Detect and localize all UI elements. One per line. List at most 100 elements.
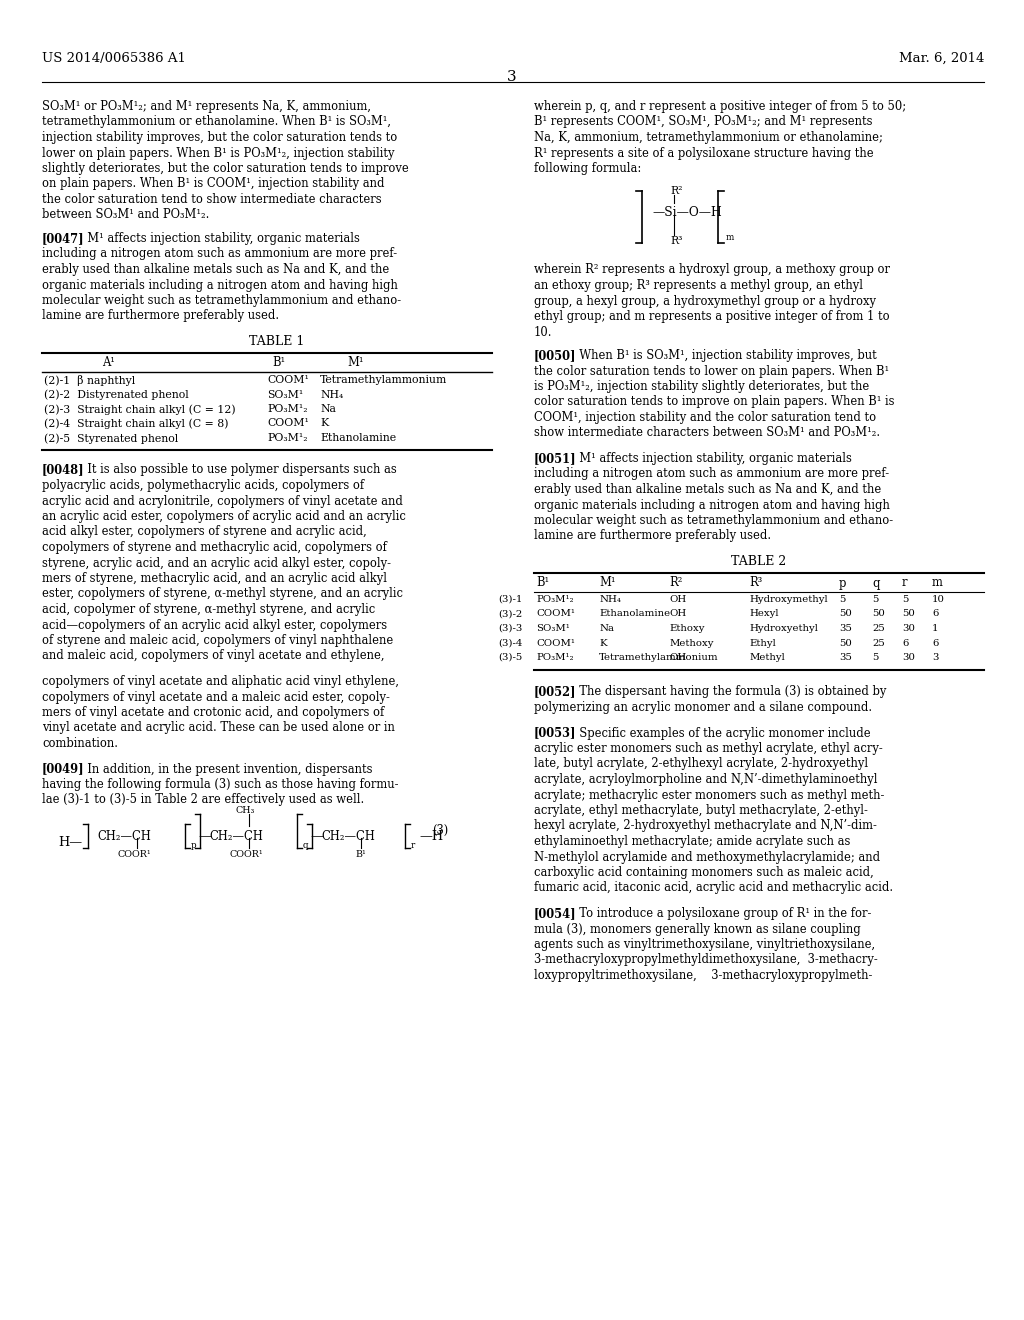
- Text: 35: 35: [839, 624, 852, 634]
- Text: Methoxy: Methoxy: [669, 639, 714, 648]
- Text: 25: 25: [872, 624, 885, 634]
- Text: vinyl acetate and acrylic acid. These can be used alone or in: vinyl acetate and acrylic acid. These ca…: [42, 722, 395, 734]
- Text: organic materials including a nitrogen atom and having high: organic materials including a nitrogen a…: [42, 279, 398, 292]
- Text: r: r: [902, 577, 907, 590]
- Text: and maleic acid, copolymers of vinyl acetate and ethylene,: and maleic acid, copolymers of vinyl ace…: [42, 649, 384, 663]
- Text: OH: OH: [669, 653, 686, 663]
- Text: copolymers of styrene and methacrylic acid, copolymers of: copolymers of styrene and methacrylic ac…: [42, 541, 387, 554]
- Text: (2)-2  Distyrenated phenol: (2)-2 Distyrenated phenol: [44, 389, 188, 400]
- Text: N-methylol acrylamide and methoxymethylacrylamide; and: N-methylol acrylamide and methoxymethyla…: [534, 850, 880, 863]
- Text: loxypropyltrimethoxysilane,    3-methacryloxypropylmeth-: loxypropyltrimethoxysilane, 3-methacrylo…: [534, 969, 872, 982]
- Text: Na, K, ammonium, tetramethylammonium or ethanolamine;: Na, K, ammonium, tetramethylammonium or …: [534, 131, 883, 144]
- Text: (3): (3): [432, 824, 449, 837]
- Text: Mar. 6, 2014: Mar. 6, 2014: [899, 51, 984, 65]
- Text: COOR¹: COOR¹: [229, 850, 262, 859]
- Text: COOR¹: COOR¹: [117, 850, 151, 859]
- Text: COOM¹, injection stability and the color saturation tend to: COOM¹, injection stability and the color…: [534, 411, 877, 424]
- Text: (2)-1  β naphthyl: (2)-1 β naphthyl: [44, 375, 135, 385]
- Text: acid alkyl ester, copolymers of styrene and acrylic acid,: acid alkyl ester, copolymers of styrene …: [42, 525, 367, 539]
- Text: ester, copolymers of styrene, α-methyl styrene, and an acrylic: ester, copolymers of styrene, α-methyl s…: [42, 587, 403, 601]
- Text: PO₃M¹₂: PO₃M¹₂: [536, 595, 573, 605]
- Text: having the following formula (3) such as those having formu-: having the following formula (3) such as…: [42, 777, 398, 791]
- Text: an acrylic acid ester, copolymers of acrylic acid and an acrylic: an acrylic acid ester, copolymers of acr…: [42, 510, 406, 523]
- Text: 10.: 10.: [534, 326, 553, 338]
- Text: NH₄: NH₄: [599, 595, 621, 605]
- Text: 50: 50: [839, 610, 852, 619]
- Text: Specific examples of the acrylic monomer include: Specific examples of the acrylic monomer…: [572, 726, 870, 739]
- Text: R²: R²: [670, 186, 683, 195]
- Text: Tetramethylammonium: Tetramethylammonium: [599, 653, 719, 663]
- Text: erably used than alkaline metals such as Na and K, and the: erably used than alkaline metals such as…: [534, 483, 882, 496]
- Text: acrylate; methacrylic ester monomers such as methyl meth-: acrylate; methacrylic ester monomers suc…: [534, 788, 885, 801]
- Text: acrylate, ethyl methacrylate, butyl methacrylate, 2-ethyl-: acrylate, ethyl methacrylate, butyl meth…: [534, 804, 868, 817]
- Text: injection stability improves, but the color saturation tends to: injection stability improves, but the co…: [42, 131, 397, 144]
- Text: lower on plain papers. When B¹ is PO₃M¹₂, injection stability: lower on plain papers. When B¹ is PO₃M¹₂…: [42, 147, 394, 160]
- Text: K: K: [319, 418, 329, 429]
- Text: Ethoxy: Ethoxy: [669, 624, 705, 634]
- Text: (3)-1: (3)-1: [498, 595, 522, 605]
- Text: 5: 5: [872, 595, 879, 605]
- Text: including a nitrogen atom such as ammonium are more pref-: including a nitrogen atom such as ammoni…: [534, 467, 889, 480]
- Text: erably used than alkaline metals such as Na and K, and the: erably used than alkaline metals such as…: [42, 263, 389, 276]
- Text: 6: 6: [932, 639, 938, 648]
- Text: wherein R² represents a hydroxyl group, a methoxy group or: wherein R² represents a hydroxyl group, …: [534, 264, 890, 276]
- Text: It is also possible to use polymer dispersants such as: It is also possible to use polymer dispe…: [80, 463, 396, 477]
- Text: M¹ affects injection stability, organic materials: M¹ affects injection stability, organic …: [80, 232, 359, 246]
- Text: When B¹ is SO₃M¹, injection stability improves, but: When B¹ is SO₃M¹, injection stability im…: [572, 348, 877, 362]
- Text: between SO₃M¹ and PO₃M¹₂.: between SO₃M¹ and PO₃M¹₂.: [42, 209, 209, 222]
- Text: group, a hexyl group, a hydroxymethyl group or a hydroxy: group, a hexyl group, a hydroxymethyl gr…: [534, 294, 876, 308]
- Text: wherein p, q, and r represent a positive integer of from 5 to 50;: wherein p, q, and r represent a positive…: [534, 100, 906, 114]
- Text: acrylate, acryloylmorpholine and N,N’-dimethylaminoethyl: acrylate, acryloylmorpholine and N,N’-di…: [534, 774, 878, 785]
- Text: (3)-2: (3)-2: [498, 610, 522, 619]
- Text: K: K: [599, 639, 606, 648]
- Text: mers of styrene, methacrylic acid, and an acrylic acid alkyl: mers of styrene, methacrylic acid, and a…: [42, 572, 387, 585]
- Text: slightly deteriorates, but the color saturation tends to improve: slightly deteriorates, but the color sat…: [42, 162, 409, 176]
- Text: The dispersant having the formula (3) is obtained by: The dispersant having the formula (3) is…: [572, 685, 887, 698]
- Text: 50: 50: [902, 610, 914, 619]
- Text: acrylic acid and acrylonitrile, copolymers of vinyl acetate and: acrylic acid and acrylonitrile, copolyme…: [42, 495, 402, 507]
- Text: carboxylic acid containing monomers such as maleic acid,: carboxylic acid containing monomers such…: [534, 866, 873, 879]
- Text: copolymers of vinyl acetate and a maleic acid ester, copoly-: copolymers of vinyl acetate and a maleic…: [42, 690, 390, 704]
- Text: COOM¹: COOM¹: [267, 375, 309, 385]
- Text: [0048]: [0048]: [42, 463, 85, 477]
- Text: R²: R²: [669, 577, 682, 590]
- Text: Methyl: Methyl: [749, 653, 784, 663]
- Text: [0047]: [0047]: [42, 232, 85, 246]
- Text: TABLE 1: TABLE 1: [249, 335, 305, 348]
- Text: 50: 50: [872, 610, 885, 619]
- Text: 6: 6: [902, 639, 908, 648]
- Text: (3)-3: (3)-3: [498, 624, 522, 634]
- Text: p: p: [191, 841, 197, 850]
- Text: q: q: [303, 841, 308, 850]
- Text: 10: 10: [932, 595, 945, 605]
- Text: OH: OH: [669, 595, 686, 605]
- Text: 35: 35: [839, 653, 852, 663]
- Text: organic materials including a nitrogen atom and having high: organic materials including a nitrogen a…: [534, 499, 890, 511]
- Text: m: m: [726, 232, 734, 242]
- Text: color saturation tends to improve on plain papers. When B¹ is: color saturation tends to improve on pla…: [534, 396, 895, 408]
- Text: To introduce a polysiloxane group of R¹ in the for-: To introduce a polysiloxane group of R¹ …: [572, 907, 871, 920]
- Text: mula (3), monomers generally known as silane coupling: mula (3), monomers generally known as si…: [534, 923, 861, 936]
- Text: SO₃M¹: SO₃M¹: [267, 389, 303, 400]
- Text: acid—copolymers of an acrylic acid alkyl ester, copolymers: acid—copolymers of an acrylic acid alkyl…: [42, 619, 387, 631]
- Text: Ethanolamine: Ethanolamine: [599, 610, 670, 619]
- Text: 3: 3: [507, 70, 517, 84]
- Text: B¹: B¹: [355, 850, 366, 859]
- Text: COOM¹: COOM¹: [267, 418, 309, 429]
- Text: Na: Na: [319, 404, 336, 414]
- Text: styrene, acrylic acid, and an acrylic acid alkyl ester, copoly-: styrene, acrylic acid, and an acrylic ac…: [42, 557, 391, 569]
- Text: is PO₃M¹₂, injection stability slightly deteriorates, but the: is PO₃M¹₂, injection stability slightly …: [534, 380, 869, 393]
- Text: p: p: [839, 577, 847, 590]
- Text: the color saturation tend to show intermediate characters: the color saturation tend to show interm…: [42, 193, 382, 206]
- Text: R¹ represents a site of a polysiloxane structure having the: R¹ represents a site of a polysiloxane s…: [534, 147, 873, 160]
- Text: PO₃M¹₂: PO₃M¹₂: [267, 433, 307, 444]
- Text: molecular weight such as tetramethylammonium and ethano-: molecular weight such as tetramethylammo…: [42, 294, 401, 308]
- Text: hexyl acrylate, 2-hydroxyethyl methacrylate and N,N’-dim-: hexyl acrylate, 2-hydroxyethyl methacryl…: [534, 820, 877, 833]
- Text: 5: 5: [902, 595, 908, 605]
- Text: lamine are furthermore preferably used.: lamine are furthermore preferably used.: [42, 309, 280, 322]
- Text: [0054]: [0054]: [534, 907, 577, 920]
- Text: [0051]: [0051]: [534, 451, 577, 465]
- Text: q: q: [872, 577, 880, 590]
- Text: R³: R³: [670, 236, 682, 247]
- Text: Hydroxyethyl: Hydroxyethyl: [749, 624, 818, 634]
